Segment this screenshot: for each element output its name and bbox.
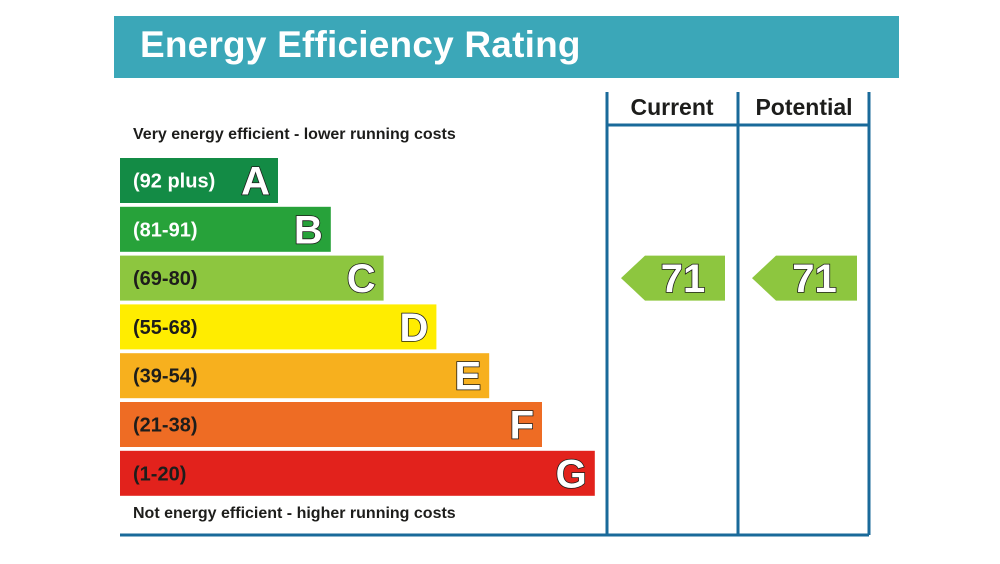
band-bar-e — [120, 353, 490, 399]
band-range-d: (55-68) — [133, 317, 197, 339]
caption-not-efficient: Not energy efficient - higher running co… — [133, 505, 456, 522]
band-range-b: (81-91) — [133, 219, 197, 241]
column-header-potential: Potential — [755, 94, 853, 120]
band-bar-a — [120, 158, 278, 203]
band-range-g: (1-20) — [133, 463, 186, 485]
band-bar-d — [120, 304, 437, 350]
band-letter-b: B — [294, 208, 323, 252]
rating-indicators: 71 71 — [621, 255, 857, 302]
band-range-f: (21-38) — [133, 415, 197, 437]
band-range-c: (69-80) — [133, 268, 197, 290]
band-letter-e: E — [455, 355, 482, 399]
band-letter-f: F — [510, 404, 534, 448]
potential-rating-arrow — [752, 255, 857, 301]
band-bar-g — [120, 450, 595, 496]
potential-rating-value: 71 — [792, 257, 837, 301]
band-bar-f — [120, 402, 542, 447]
band-range-e: (39-54) — [133, 366, 197, 388]
title-bar: Energy Efficiency Rating — [114, 16, 899, 78]
band-letter-c: C — [347, 257, 376, 301]
chart-title: Energy Efficiency Rating — [140, 24, 581, 65]
band-letter-a: A — [241, 160, 270, 204]
current-rating-arrow — [621, 255, 725, 301]
band-bar-c — [120, 255, 384, 301]
band-letter-d: D — [400, 306, 429, 350]
rating-bands: (92 plus) A (81-91) B (69-80) C (55-68) D (39-54… — [120, 158, 595, 497]
band-range-a: (92 plus) — [133, 171, 215, 193]
band-letter-g: G — [556, 452, 587, 496]
column-header-current: Current — [630, 94, 714, 120]
caption-very-efficient: Very energy efficient - lower running co… — [133, 126, 456, 143]
table-frame — [120, 92, 871, 537]
current-rating-value: 71 — [661, 257, 706, 301]
band-bar-b — [120, 206, 331, 252]
